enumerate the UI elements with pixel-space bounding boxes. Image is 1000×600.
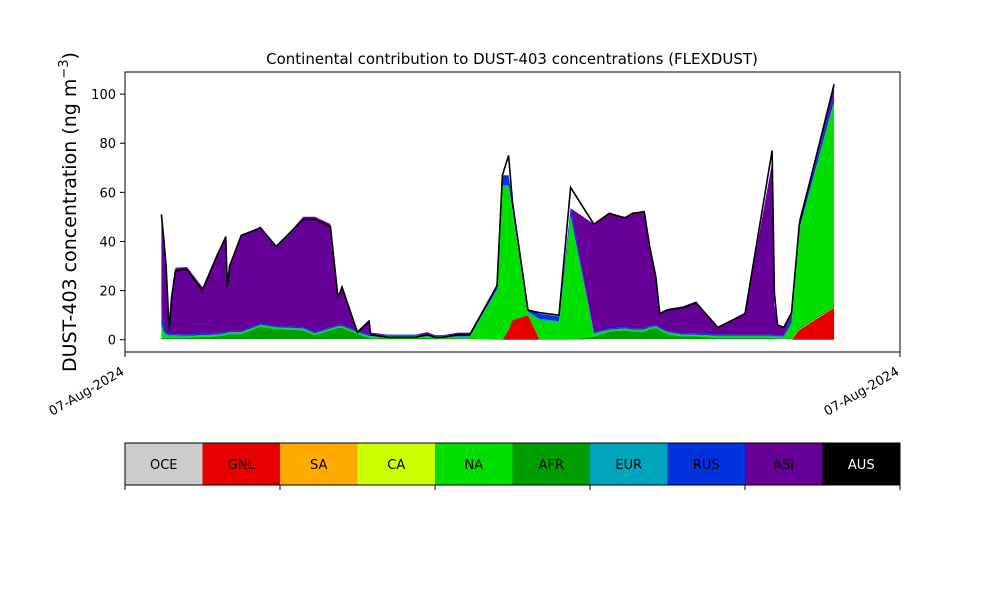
legend-label-gnl: GNL [228, 458, 256, 473]
stacked-areas [161, 86, 835, 340]
y-tick-label: 40 [99, 235, 116, 250]
legend-swatch-eur [590, 443, 668, 485]
legend-label-aus: AUS [848, 458, 875, 473]
y-tick-label: 100 [91, 88, 116, 103]
x-axis: 07-Aug-2024 07-Aug-2024 [47, 352, 902, 420]
legend-label-ca: CA [387, 458, 405, 473]
legend-swatch-ca [357, 443, 436, 485]
y-axis-label: DUST-403 concentration (ng m−3) [57, 52, 81, 372]
y-tick-label: 60 [99, 186, 116, 201]
y-tick-label: 0 [108, 334, 116, 349]
area-asi [161, 86, 835, 336]
area-afr [161, 305, 835, 340]
y-axis-label-superscript: −3 [57, 59, 72, 78]
plot-frame [124, 71, 901, 353]
legend-label-rus: RUS [693, 458, 720, 473]
legend-swatch-na [435, 443, 513, 485]
legend-label-sa: SA [310, 458, 327, 473]
legend-swatch-oce [125, 443, 203, 485]
legend-label-afr: AFR [539, 458, 564, 473]
legend-swatch-gnl [202, 443, 281, 485]
legend-frame [124, 442, 901, 486]
y-tick-label: 80 [99, 137, 116, 152]
legend-label-oce: OCE [150, 458, 178, 473]
chart-title: Continental contribution to DUST-403 con… [266, 50, 758, 68]
legend-label-asi: ASI [773, 458, 794, 473]
area-na [161, 102, 835, 340]
legend-swatch-sa [280, 443, 358, 485]
total-concentration-line [160, 84, 835, 339]
legend-swatch-afr [512, 443, 591, 485]
legend-swatch-rus [667, 443, 746, 485]
legend-label-na: NA [464, 458, 483, 473]
y-axis: 0 20 40 60 80 100 [91, 88, 125, 349]
y-axis-label-close: ) [59, 52, 81, 59]
legend-label-eur: EUR [615, 458, 642, 473]
legend-swatch-aus [822, 443, 901, 485]
legend-swatch-asi [745, 443, 823, 485]
y-axis-label-main: DUST-403 concentration (ng m [59, 79, 81, 372]
x-tick-label: 07-Aug-2024 [822, 364, 902, 419]
y-tick-label: 20 [99, 285, 116, 300]
region-legend: OCE GNL SA CA NA AFR EUR RUS ASI AUS [124, 442, 901, 490]
